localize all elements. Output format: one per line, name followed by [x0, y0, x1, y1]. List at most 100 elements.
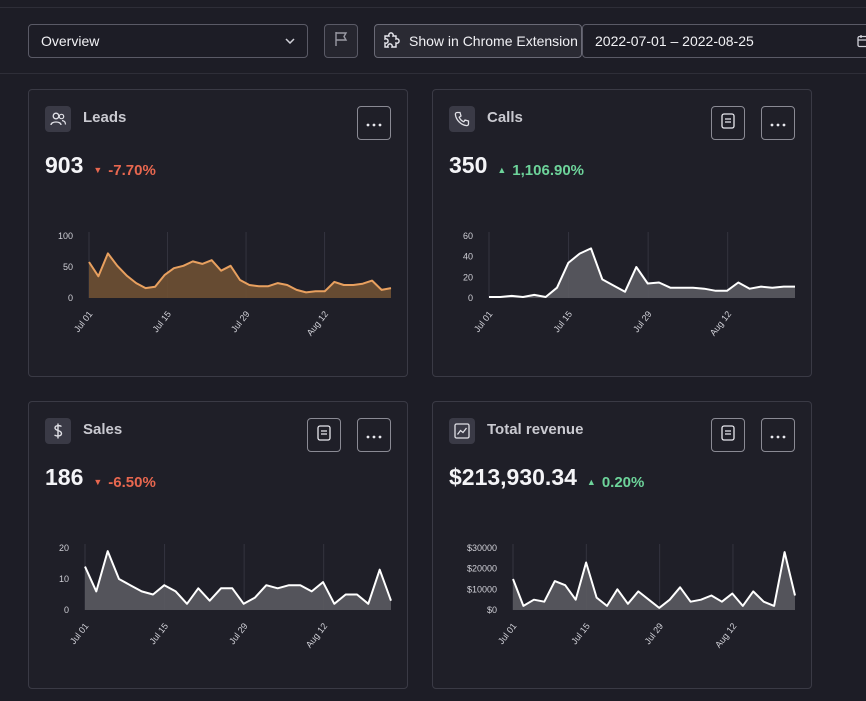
card-title: Total revenue	[487, 421, 584, 438]
y-tick-label: $20000	[467, 564, 497, 574]
x-tick-label: Jul 01	[68, 621, 91, 646]
x-tick-label: Jul 15	[551, 309, 574, 334]
metric-value: 350	[449, 152, 488, 178]
report-button[interactable]	[711, 106, 745, 140]
x-tick-label: Jul 29	[229, 309, 252, 334]
y-tick-label: 0	[68, 293, 73, 303]
x-tick-label: Jul 29	[631, 309, 654, 334]
x-tick-label: Jul 29	[227, 621, 250, 646]
series-line	[88, 252, 392, 294]
x-tick-label: Jul 15	[569, 621, 592, 646]
metric-change: ▼ -7.70%	[93, 162, 155, 179]
card-calls: Calls 350 ▲ 1,106.90% Jul 01 Jul 15 Jul 29…	[432, 89, 812, 377]
y-tick-label: $30000	[467, 543, 497, 553]
metric: 350 ▲ 1,106.90%	[449, 152, 584, 179]
chrome-extension-label: Show in Chrome Extension	[409, 33, 578, 49]
x-tick-label: Aug 12	[305, 309, 330, 338]
metric-value: 903	[45, 152, 84, 178]
x-tick-label: Jul 01	[472, 309, 495, 334]
y-tick-label: 0	[468, 293, 473, 303]
y-tick-label: 0	[64, 605, 69, 615]
more-options-button[interactable]	[357, 106, 391, 140]
phone-icon	[449, 106, 475, 132]
x-tick-label: Jul 29	[643, 621, 666, 646]
x-tick-label: Aug 12	[304, 621, 329, 650]
calls-chart: Jul 01 Jul 15 Jul 29 Aug 12 60 40 20 0	[463, 231, 795, 338]
card-leads: Leads 903 ▼ -7.70% Jul 01 Jul 15 Jul 29 Aug…	[28, 89, 408, 377]
card-total-revenue: Total revenue $213,930.34 ▲ 0.20% Jul 01…	[432, 401, 812, 689]
x-tick-label: Jul 15	[150, 309, 173, 334]
x-tick-label: Jul 01	[72, 309, 95, 334]
more-options-button[interactable]	[761, 106, 795, 140]
y-tick-label: 10	[59, 574, 69, 584]
metric-change: ▲ 1,106.90%	[497, 162, 584, 179]
x-tick-label: Aug 12	[708, 309, 733, 338]
series-line	[84, 550, 392, 605]
x-tick-label: Aug 12	[713, 621, 738, 650]
y-tick-label: 100	[58, 231, 73, 241]
series-area	[89, 253, 391, 298]
arrow-down-icon: ▼	[93, 165, 103, 175]
metric-change: ▼ -6.50%	[93, 474, 155, 491]
document-icon	[721, 424, 735, 446]
document-icon	[317, 424, 331, 446]
series-area	[489, 248, 795, 298]
more-horizontal-icon	[770, 114, 786, 132]
trend-chart-icon	[449, 418, 475, 444]
arrow-down-icon: ▼	[93, 477, 103, 487]
series-line	[489, 247, 795, 298]
y-tick-label: 40	[463, 252, 473, 262]
document-icon	[721, 112, 735, 134]
metric-change-value: -7.70%	[108, 161, 156, 179]
chrome-extension-button[interactable]: Show in Chrome Extension	[374, 24, 582, 58]
puzzle-icon	[381, 29, 403, 54]
metric: 903 ▼ -7.70%	[45, 152, 156, 179]
card-title: Calls	[487, 109, 523, 126]
date-range-value: 2022-07-01 – 2022-08-25	[595, 33, 754, 49]
more-options-button[interactable]	[761, 418, 795, 452]
metric-value: $213,930.34	[449, 464, 577, 490]
more-horizontal-icon	[366, 114, 382, 132]
total-revenue-chart: Jul 01 Jul 15 Jul 29 Aug 12 $30000 $20000 $100…	[467, 543, 796, 650]
view-select-value: Overview	[41, 33, 100, 49]
x-tick-label: Jul 01	[496, 621, 519, 646]
sales-chart: Jul 01 Jul 15 Jul 29 Aug 12 20 10 0	[59, 543, 392, 650]
flag-button[interactable]	[324, 24, 358, 58]
y-tick-label: 50	[63, 262, 73, 272]
arrow-up-icon: ▲	[586, 477, 596, 487]
y-tick-label: $0	[487, 605, 497, 615]
metric-change-value: 0.20%	[601, 473, 645, 491]
series-line	[512, 551, 796, 609]
users-icon	[45, 106, 71, 132]
toolbar: Overview Show in Chrome Extension 2022-0…	[0, 8, 866, 74]
leads-chart: Jul 01 Jul 15 Jul 29 Aug 12 100 50 0	[58, 231, 392, 338]
y-tick-label: 20	[463, 272, 473, 282]
x-tick-label: Jul 15	[147, 621, 170, 646]
more-horizontal-icon	[770, 426, 786, 444]
card-sales: Sales 186 ▼ -6.50% Jul 01 Jul 15 Jul 29 Aug…	[28, 401, 408, 689]
dollar-icon	[45, 418, 71, 444]
more-horizontal-icon	[366, 426, 382, 444]
metric-change-value: -6.50%	[108, 473, 156, 491]
metric-change: ▲ 0.20%	[587, 474, 644, 491]
flag-icon	[332, 30, 350, 53]
metric: 186 ▼ -6.50%	[45, 464, 156, 491]
y-tick-label: 20	[59, 543, 69, 553]
report-button[interactable]	[307, 418, 341, 452]
date-range-picker[interactable]: 2022-07-01 – 2022-08-25	[582, 24, 866, 58]
y-tick-label: 60	[463, 231, 473, 241]
report-button[interactable]	[711, 418, 745, 452]
y-tick-label: $10000	[467, 584, 497, 594]
card-title: Sales	[83, 421, 123, 438]
series-area	[85, 551, 391, 610]
card-title: Leads	[83, 109, 127, 126]
metric-change-value: 1,106.90%	[512, 161, 585, 179]
metric-value: 186	[45, 464, 84, 490]
arrow-up-icon: ▲	[497, 165, 507, 175]
calendar-icon	[857, 34, 866, 51]
view-select[interactable]: Overview	[28, 24, 308, 58]
metric: $213,930.34 ▲ 0.20%	[449, 464, 644, 491]
series-area	[513, 552, 795, 610]
more-options-button[interactable]	[357, 418, 391, 452]
top-border	[0, 0, 866, 8]
